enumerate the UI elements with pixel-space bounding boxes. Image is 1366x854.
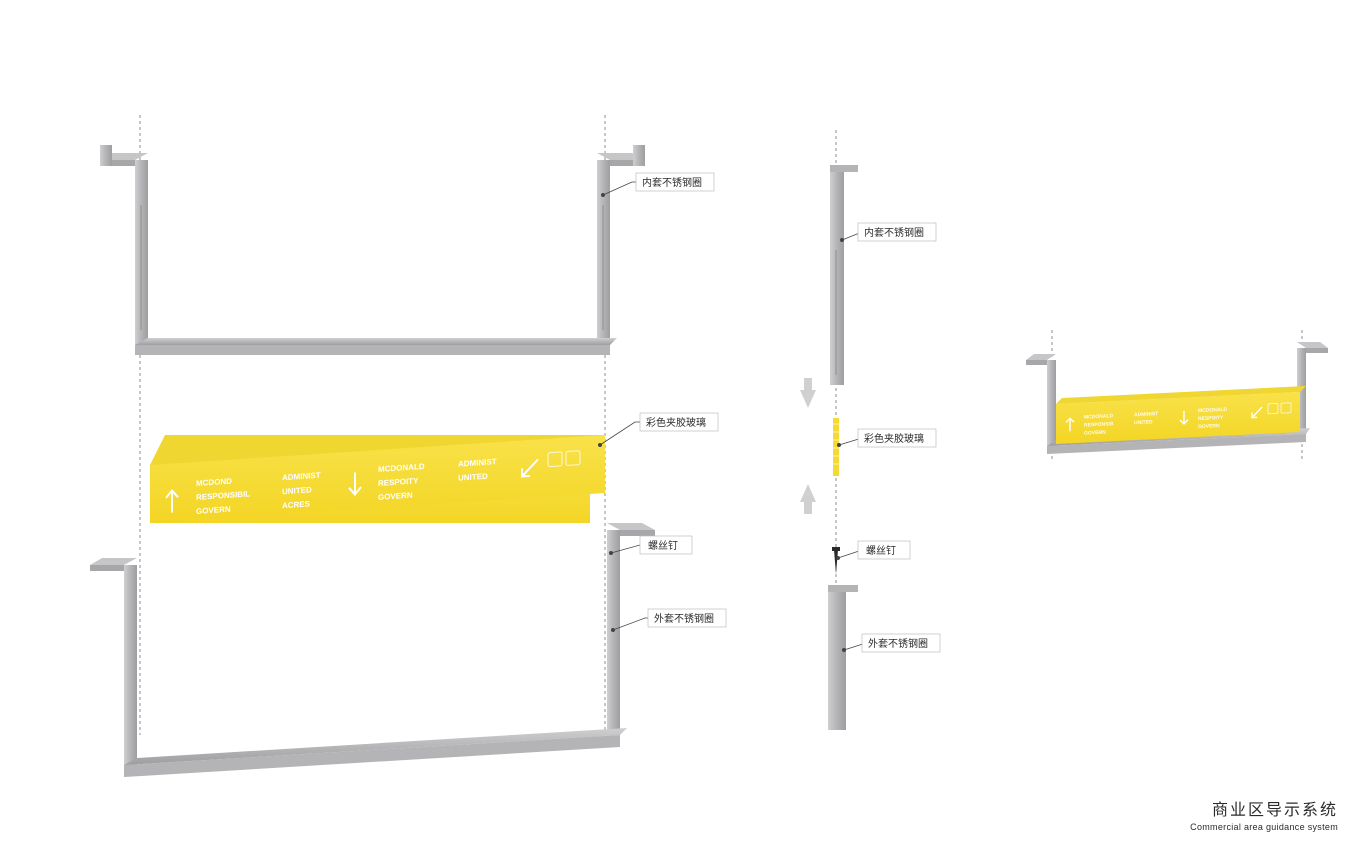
svg-text:GOVERN: GOVERN	[1084, 430, 1106, 437]
inner-steel-bracket	[100, 145, 645, 355]
arrow-down-icon-2	[800, 484, 816, 514]
outer-steel-bracket	[90, 523, 655, 777]
svg-text:螺丝钉: 螺丝钉	[866, 545, 896, 557]
label-colored-glass-side: 彩色夹胶玻璃	[858, 429, 936, 447]
label-inner-sleeve: 内套不锈钢圈	[636, 173, 714, 191]
svg-text:RESPOITY: RESPOITY	[1198, 415, 1224, 422]
label-screw-side: 螺丝钉	[858, 541, 910, 559]
arrow-down-icon	[800, 378, 816, 408]
svg-text:GOVERN: GOVERN	[1198, 423, 1220, 430]
label-colored-glass: 彩色夹胶玻璃	[640, 413, 718, 431]
assembled-sign: MCDONALD RESPONSIB GOVERN ADMINIST UNITE…	[1026, 330, 1328, 460]
svg-text:UNITED: UNITED	[1134, 419, 1153, 426]
exploded-main: up MCDOND RESPONSIBIL GOVERN ADMINIST UN…	[90, 115, 726, 777]
label-outer-sleeve-side: 外套不锈钢圈	[862, 634, 940, 652]
label-inner-sleeve-side: 内套不锈钢圈	[858, 223, 936, 241]
page-title: 商业区导示系统 Commercial area guidance system	[1190, 796, 1338, 832]
title-en: Commercial area guidance system	[1190, 822, 1338, 832]
diagram-stage: up MCDOND RESPONSIBIL GOVERN ADMINIST UN…	[0, 0, 1366, 854]
svg-text:ADMINIST: ADMINIST	[1134, 411, 1158, 418]
svg-text:外套不锈钢圈: 外套不锈钢圈	[654, 612, 714, 625]
svg-text:彩色夹胶玻璃: 彩色夹胶玻璃	[864, 432, 924, 445]
sign-col2-3: ACRES	[282, 499, 311, 510]
sign-panel: up MCDOND RESPONSIBIL GOVERN ADMINIST UN…	[150, 435, 605, 524]
svg-text:外套不锈钢圈: 外套不锈钢圈	[868, 637, 928, 650]
svg-text:内套不锈钢圈: 内套不锈钢圈	[642, 176, 702, 189]
svg-text:螺丝钉: 螺丝钉	[648, 540, 678, 552]
svg-text:彩色夹胶玻璃: 彩色夹胶玻璃	[646, 416, 706, 429]
label-screw: 螺丝钉	[640, 536, 692, 554]
label-outer-sleeve: 外套不锈钢圈	[648, 609, 726, 627]
svg-text:内套不锈钢圈: 内套不锈钢圈	[864, 226, 924, 239]
title-zh: 商业区导示系统	[1190, 796, 1338, 820]
side-view: 内套不锈钢圈 彩色夹胶玻璃 螺丝钉 外套不锈钢圈	[800, 130, 940, 730]
